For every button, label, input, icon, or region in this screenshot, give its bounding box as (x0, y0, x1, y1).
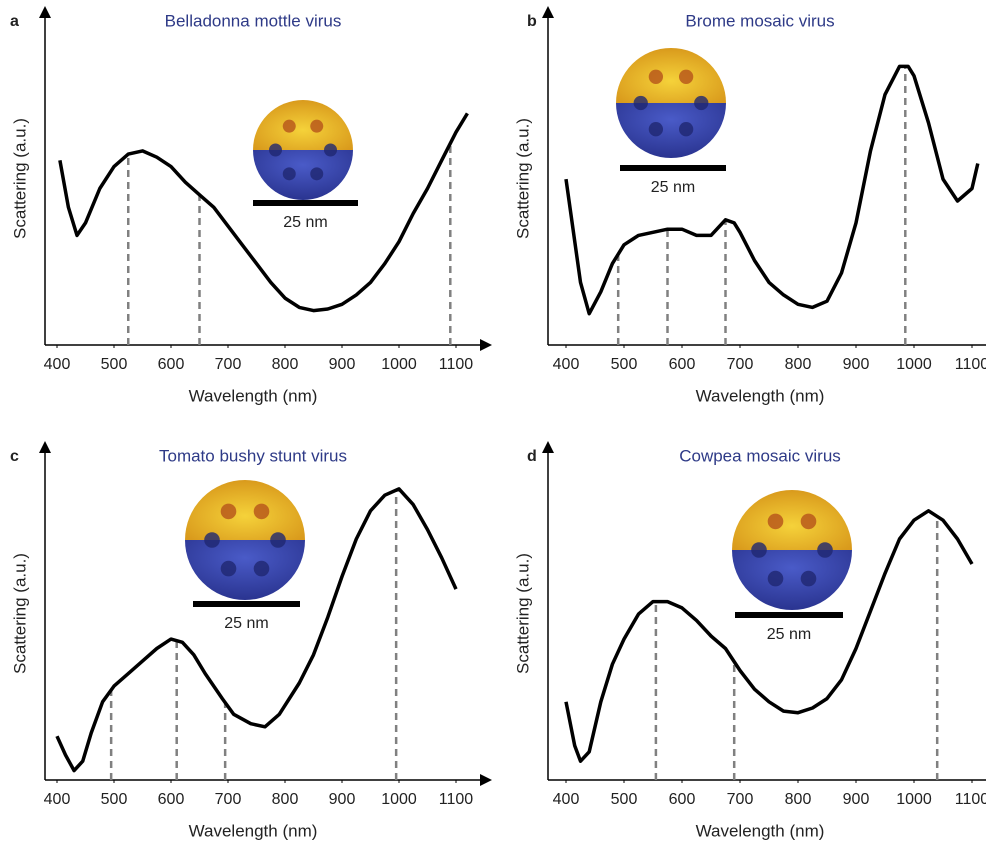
capsomer (282, 167, 296, 181)
panel-label: d (527, 448, 537, 465)
x-tick-label: 600 (669, 356, 696, 373)
y-axis-label: Scattering (a.u.) (513, 118, 532, 239)
y-axis-label: Scattering (a.u.) (10, 118, 29, 239)
capsomer (648, 122, 664, 137)
capsomer (282, 119, 296, 133)
capsomer (253, 560, 270, 577)
x-tick-label: 1000 (896, 356, 932, 373)
scale-label: 25 nm (651, 179, 695, 196)
x-tick-label: 1100 (439, 791, 474, 808)
capsomer (220, 503, 237, 520)
capsomer (800, 513, 817, 530)
x-tick-label: 1000 (896, 791, 932, 808)
x-tick-label: 500 (611, 356, 638, 373)
capsomer (648, 69, 664, 84)
capsomer (204, 532, 220, 548)
x-tick-label: 800 (272, 356, 299, 373)
x-tick-label: 400 (44, 791, 71, 808)
x-tick-label: 1000 (381, 791, 417, 808)
panel-label: a (10, 13, 19, 30)
x-tick-label: 700 (727, 791, 754, 808)
x-axis-label: Wavelength (nm) (189, 821, 318, 840)
chart-title: Tomato bushy stunt virus (159, 446, 347, 465)
capsomer (678, 122, 694, 137)
virus-bottom (185, 540, 305, 600)
capsomer (310, 119, 324, 133)
x-tick-label: 700 (215, 791, 242, 808)
x-tick-label: 800 (785, 791, 812, 808)
capsomer (270, 532, 286, 548)
capsomer (220, 560, 237, 577)
y-axis-label: Scattering (a.u.) (10, 553, 29, 674)
capsomer (324, 143, 337, 157)
virus-image (253, 100, 353, 200)
x-tick-label: 1100 (955, 791, 986, 808)
virus-top (185, 480, 305, 540)
chart-title: Brome mosaic virus (685, 11, 834, 30)
x-tick-label: 800 (785, 356, 812, 373)
virus-bottom (732, 550, 852, 610)
chart-title: Belladonna mottle virus (165, 11, 342, 30)
x-tick-label: 700 (727, 356, 754, 373)
scale-label: 25 nm (224, 615, 268, 632)
x-tick-label: 900 (843, 791, 870, 808)
capsomer (633, 95, 648, 111)
x-tick-label: 900 (329, 791, 356, 808)
spectrum-line (564, 64, 980, 316)
capsomer (253, 503, 270, 520)
x-tick-label: 900 (843, 356, 870, 373)
scale-label: 25 nm (283, 214, 327, 231)
x-axis-label: Wavelength (nm) (696, 386, 825, 405)
chart-title: Cowpea mosaic virus (679, 446, 841, 465)
capsomer (767, 570, 784, 587)
spectrum-line (55, 487, 458, 773)
virus-bottom (253, 150, 353, 200)
virus-bottom (616, 103, 726, 158)
x-tick-label: 800 (272, 791, 299, 808)
x-tick-label: 400 (553, 356, 580, 373)
capsomer (269, 143, 282, 157)
x-tick-label: 900 (329, 356, 356, 373)
capsomer (767, 513, 784, 530)
x-tick-label: 600 (669, 791, 696, 808)
panel-label: b (527, 13, 537, 30)
spectrum-line (58, 112, 469, 313)
virus-top (732, 490, 852, 550)
x-tick-label: 500 (611, 791, 638, 808)
x-axis-label: Wavelength (nm) (696, 821, 825, 840)
x-tick-label: 700 (215, 356, 242, 373)
capsomer (310, 167, 324, 181)
scale-label: 25 nm (767, 626, 811, 643)
spectrum-line (564, 509, 974, 763)
capsomer (800, 570, 817, 587)
capsomer (751, 542, 767, 558)
x-tick-label: 1100 (439, 356, 474, 373)
virus-image (185, 480, 305, 600)
x-tick-label: 600 (158, 791, 185, 808)
capsomer (817, 542, 833, 558)
x-axis-label: Wavelength (nm) (189, 386, 318, 405)
x-tick-label: 400 (553, 791, 580, 808)
x-tick-label: 500 (101, 791, 128, 808)
panel-label: c (10, 448, 19, 465)
x-tick-label: 1100 (955, 356, 986, 373)
virus-image (732, 490, 852, 610)
x-tick-label: 500 (101, 356, 128, 373)
x-tick-label: 600 (158, 356, 185, 373)
virus-image (616, 48, 726, 158)
capsomer (678, 69, 694, 84)
capsomer (694, 95, 709, 111)
virus-top (253, 100, 353, 150)
y-axis-label: Scattering (a.u.) (513, 553, 532, 674)
x-tick-label: 400 (44, 356, 71, 373)
x-tick-label: 1000 (381, 356, 417, 373)
virus-top (616, 48, 726, 103)
